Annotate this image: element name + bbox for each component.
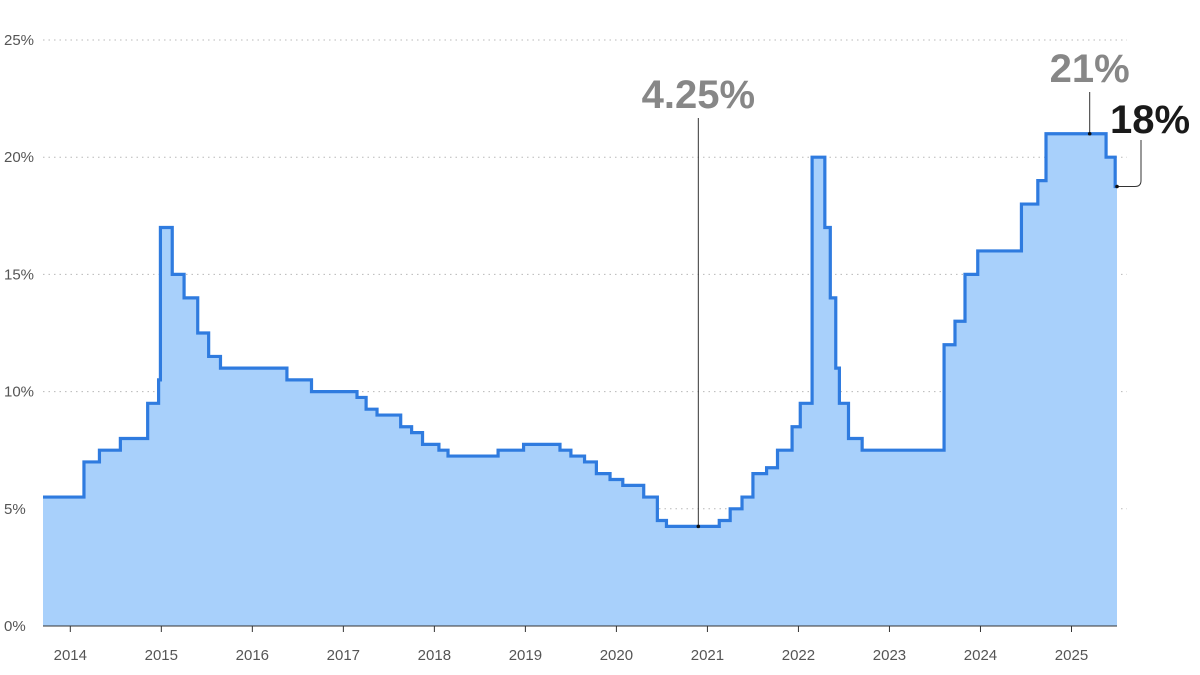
x-tick-label-11: 2025 bbox=[1055, 647, 1088, 664]
x-tick-label-1: 2015 bbox=[145, 647, 178, 664]
annotation-label-1: 21% bbox=[1050, 47, 1130, 91]
series-line-0 bbox=[43, 132, 1117, 528]
series-area-0 bbox=[43, 133, 1117, 626]
x-tick-label-10: 2024 bbox=[964, 647, 997, 664]
annotation-line-2 bbox=[1117, 140, 1142, 187]
x-tick-label-6: 2020 bbox=[600, 647, 633, 664]
y-tick-label-5: 25% bbox=[4, 32, 34, 49]
y-tick-label-2: 10% bbox=[4, 384, 34, 401]
x-tick-label-2: 2016 bbox=[236, 647, 269, 664]
axis-layer: 0% 5% 10% 15% 20% 25% 2014 2015 2016 2017 2018 2019… bbox=[4, 32, 1117, 664]
annotation-dot-0 bbox=[696, 524, 701, 529]
x-tick-label-5: 2019 bbox=[509, 647, 542, 664]
x-tick-label-0: 2014 bbox=[54, 647, 87, 664]
x-tick-label-7: 2021 bbox=[691, 647, 724, 664]
x-tick-label-3: 2017 bbox=[327, 647, 360, 664]
annotation-dot-1 bbox=[1087, 131, 1092, 136]
y-tick-label-1: 5% bbox=[4, 501, 26, 518]
y-tick-label-0: 0% bbox=[4, 618, 26, 635]
annotation-label-0: 4.25% bbox=[642, 73, 755, 117]
x-tick-label-4: 2018 bbox=[418, 647, 451, 664]
annotation-layer: 4.25% 21% 18% bbox=[642, 47, 1190, 529]
area-layer bbox=[43, 132, 1117, 626]
y-tick-label-4: 20% bbox=[4, 149, 34, 166]
annotation-label-2: 18% bbox=[1110, 98, 1190, 142]
annotation-dot-2 bbox=[1115, 184, 1119, 189]
x-tick-label-9: 2023 bbox=[873, 647, 906, 664]
y-tick-label-3: 15% bbox=[4, 266, 34, 283]
x-tick-label-8: 2022 bbox=[782, 647, 815, 664]
